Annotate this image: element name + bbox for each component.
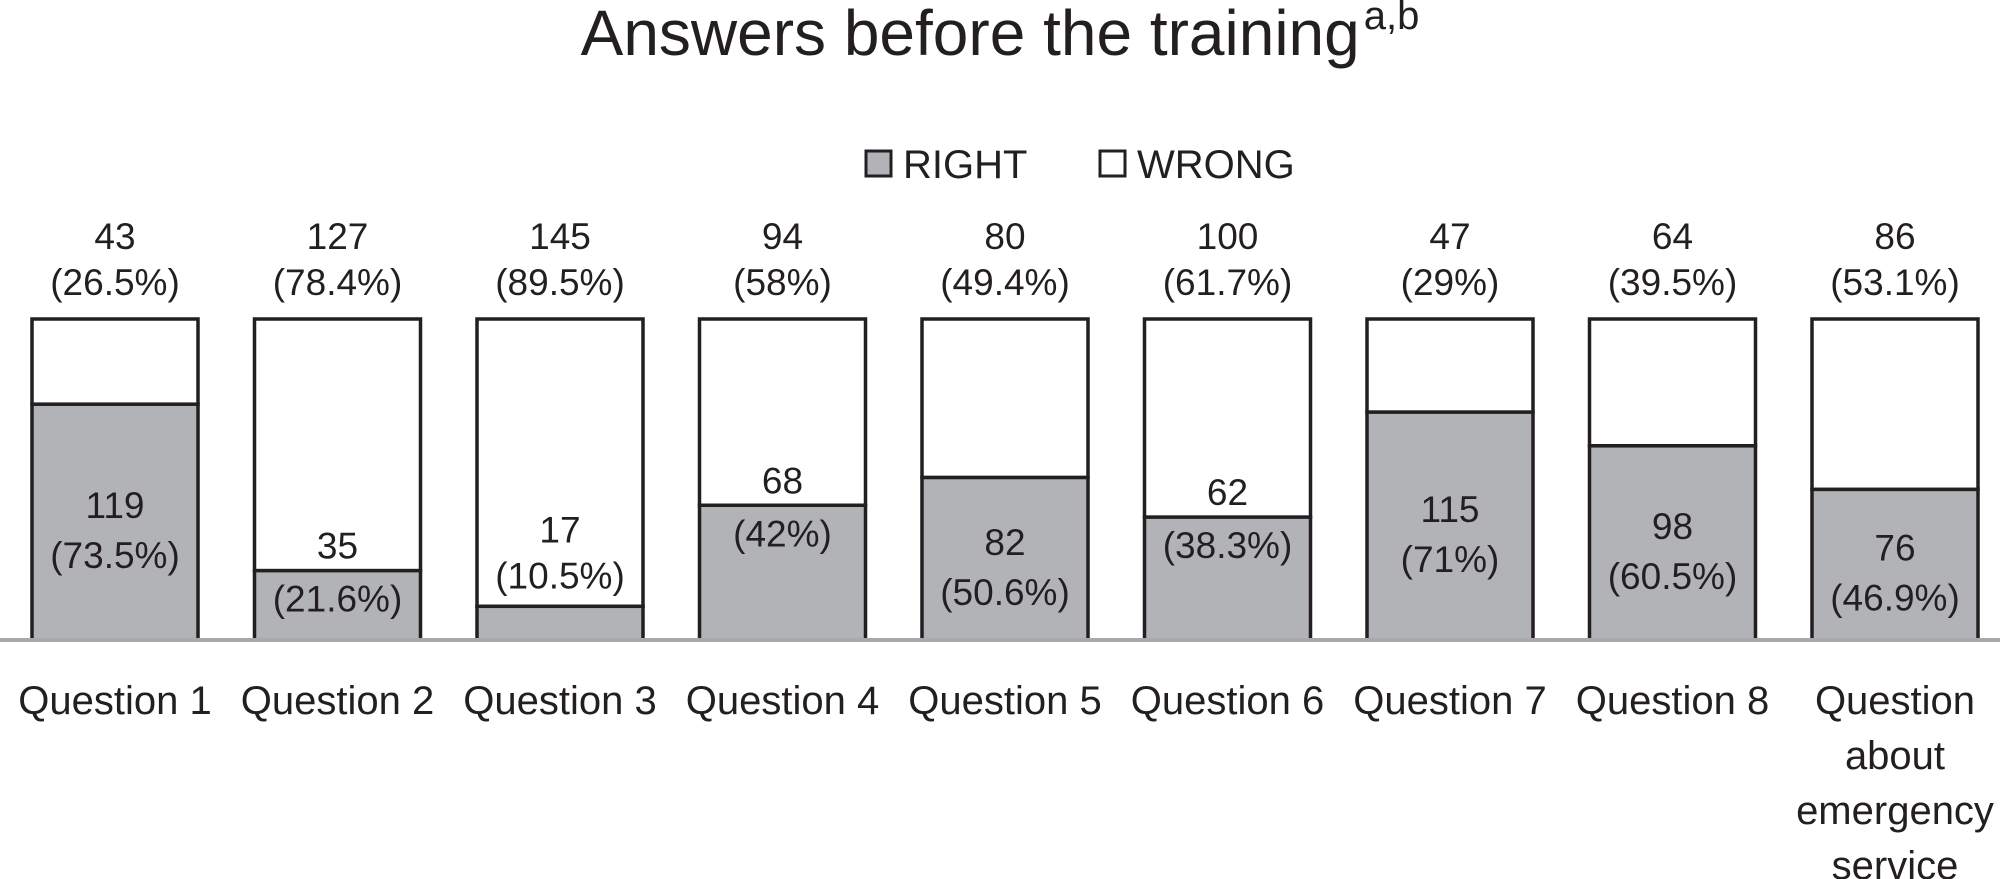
legend: RIGHT WRONG	[864, 143, 1295, 187]
wrong-value-label-7: 47	[1429, 216, 1470, 257]
bar-right-3	[475, 604, 645, 642]
legend-swatch-right	[864, 149, 893, 178]
right-percent-label-4: (42%)	[733, 513, 832, 554]
wrong-value-label-8: 64	[1652, 216, 1693, 257]
wrong-percent-label-7: (29%)	[1401, 262, 1500, 303]
wrong-percent-label-4: (58%)	[733, 262, 832, 303]
bar-right-6	[1142, 515, 1313, 642]
category-label-7: Question 7	[1353, 679, 1546, 723]
wrong-percent-label-6: (61.7%)	[1163, 262, 1293, 303]
wrong-percent-label-3: (89.5%)	[495, 262, 625, 303]
right-value-label-5: 82	[984, 522, 1025, 563]
wrong-value-label-3: 145	[529, 216, 591, 257]
right-percent-label-6: (38.3%)	[1163, 525, 1293, 566]
wrong-value-label-1: 43	[94, 216, 135, 257]
wrong-value-label-2: 127	[307, 216, 369, 257]
category-label-2: Question 2	[241, 679, 434, 723]
bar-right-9	[1810, 487, 1980, 642]
right-value-label-1: 119	[86, 485, 145, 526]
legend-swatch-wrong	[1098, 149, 1127, 178]
bar-right-1	[30, 402, 200, 642]
bar-wrong-2	[252, 317, 423, 573]
right-value-label-6: 62	[1207, 472, 1248, 513]
category-label-9: Question about emergency service	[1796, 679, 1994, 879]
category-label-1: Question 1	[18, 679, 211, 723]
bar-wrong-8	[1587, 317, 1758, 448]
wrong-value-label-4: 94	[762, 216, 803, 257]
right-value-label-9: 76	[1874, 528, 1915, 569]
wrong-value-label-6: 100	[1197, 216, 1259, 257]
wrong-percent-label-5: (49.4%)	[940, 262, 1070, 303]
chart-title-main: Answers before the training	[581, 0, 1360, 69]
bar-right-5	[920, 475, 1090, 642]
category-labels-group: Question 1 Question 2 Question 3 Question 4…	[18, 679, 1994, 879]
wrong-percent-label-8: (39.5%)	[1608, 262, 1738, 303]
legend-label-right: RIGHT	[903, 143, 1027, 187]
wrong-value-label-9: 86	[1874, 216, 1915, 257]
bar-wrong-9	[1810, 317, 1980, 492]
bar-right-8	[1587, 444, 1758, 642]
right-percent-label-7: (71%)	[1401, 539, 1500, 580]
category-label-5: Question 5	[908, 679, 1101, 723]
category-label-4: Question 4	[686, 679, 879, 723]
right-value-label-4: 68	[762, 460, 803, 501]
bar-right-2	[252, 568, 423, 642]
right-percent-label-3: (10.5%)	[495, 555, 625, 596]
right-percent-label-9: (46.9%)	[1830, 578, 1960, 619]
bar-wrong-7	[1365, 317, 1535, 414]
category-label-3: Question 3	[463, 679, 656, 723]
value-labels-group: 43 (26.5%) 119 (73.5%) 127 (78.4%) 35 (21.6%) 14…	[50, 216, 1960, 620]
right-percent-label-8: (60.5%)	[1608, 556, 1738, 597]
bars-group	[0, 317, 2000, 642]
wrong-value-label-5: 80	[984, 216, 1025, 257]
wrong-percent-label-9: (53.1%)	[1830, 262, 1960, 303]
wrong-percent-label-1: (26.5%)	[50, 262, 180, 303]
wrong-percent-label-2: (78.4%)	[273, 262, 403, 303]
bar-wrong-5	[920, 317, 1090, 480]
bar-right-7	[1365, 410, 1535, 642]
bar-wrong-1	[30, 317, 200, 406]
legend-label-wrong: WRONG	[1137, 143, 1295, 187]
chart-title: Answers before the training a,b	[581, 0, 1420, 69]
right-value-label-3: 17	[539, 509, 580, 550]
category-label-8: Question 8	[1576, 679, 1769, 723]
right-percent-label-1: (73.5%)	[50, 535, 180, 576]
bar-right-4	[697, 503, 868, 642]
right-percent-label-5: (50.6%)	[940, 572, 1070, 613]
right-value-label-8: 98	[1652, 506, 1693, 547]
right-value-label-2: 35	[317, 526, 358, 567]
right-value-label-7: 115	[1421, 489, 1480, 530]
category-label-6: Question 6	[1131, 679, 1324, 723]
right-percent-label-2: (21.6%)	[273, 579, 403, 620]
chart-title-superscript: a,b	[1364, 0, 1420, 38]
bar-wrong-6	[1142, 317, 1313, 519]
